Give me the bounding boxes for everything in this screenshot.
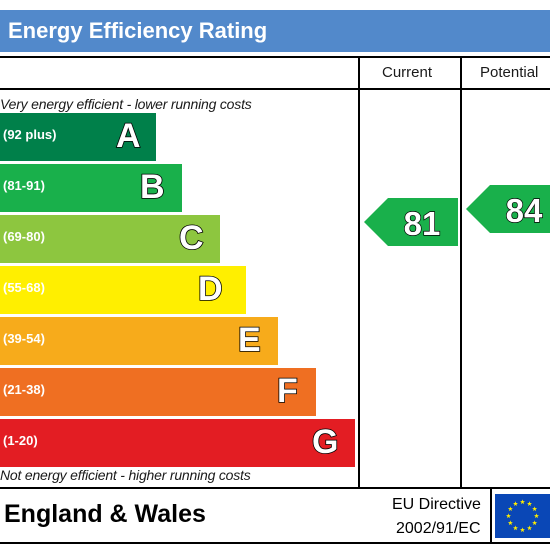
eu-star-icon xyxy=(532,506,538,512)
band-letter: E xyxy=(237,320,261,360)
band-range: (92 plus) xyxy=(3,127,57,142)
band-range: (55-68) xyxy=(3,280,45,295)
band-letter: A xyxy=(115,116,141,156)
band-letter: D xyxy=(197,269,223,309)
band-letter: G xyxy=(311,422,339,462)
eu-star-icon xyxy=(513,525,518,531)
column-header-potential: Potential xyxy=(480,64,539,81)
band-b: (81-91) B xyxy=(0,164,182,212)
current-rating-arrow: 81 xyxy=(364,198,458,246)
region-label: England & Wales xyxy=(4,500,206,528)
potential-rating-value: 84 xyxy=(506,192,543,229)
eu-star-icon xyxy=(532,520,538,526)
band-letter: C xyxy=(178,218,204,258)
eu-star-icon xyxy=(513,501,518,506)
band-letter: F xyxy=(276,371,298,411)
eu-star-icon xyxy=(507,506,513,512)
efficient-note: Very energy efficient - lower running co… xyxy=(0,96,252,112)
current-arrow-shape xyxy=(364,198,458,246)
band-c: (69-80) C xyxy=(0,215,220,263)
eu-star-icon xyxy=(507,520,513,526)
eu-star-icon xyxy=(534,513,539,519)
potential-rating-arrow: 84 xyxy=(466,185,550,233)
header-bar: Energy Efficiency Rating xyxy=(0,10,550,52)
band-a: (92 plus) A xyxy=(0,113,156,161)
band-range: (21-38) xyxy=(3,382,45,397)
band-d: (55-68) D xyxy=(0,266,246,314)
page-title: Energy Efficiency Rating xyxy=(8,18,268,43)
inefficient-note: Not energy efficient - higher running co… xyxy=(0,467,251,483)
band-range: (69-80) xyxy=(3,229,45,244)
potential-arrow-shape xyxy=(466,185,550,233)
eu-directive-number: 2002/91/EC xyxy=(396,520,481,537)
eu-star-icon xyxy=(527,525,532,531)
column-header-current: Current xyxy=(382,64,433,81)
eu-star-icon xyxy=(506,513,511,519)
eu-star-icon xyxy=(527,501,532,506)
eu-directive-label: EU Directive xyxy=(392,496,481,513)
band-e: (39-54) E xyxy=(0,317,278,365)
eu-stars xyxy=(506,499,539,533)
band-f: (21-38) F xyxy=(0,368,316,416)
current-rating-value: 81 xyxy=(404,205,441,242)
band-g: (1-20) G xyxy=(0,419,355,467)
eu-star-icon xyxy=(520,499,525,505)
eu-flag-icon xyxy=(495,494,550,538)
band-range: (1-20) xyxy=(3,433,38,448)
eu-star-icon xyxy=(520,527,525,533)
band-range: (39-54) xyxy=(3,331,45,346)
band-range: (81-91) xyxy=(3,178,45,193)
band-letter: B xyxy=(139,167,165,207)
